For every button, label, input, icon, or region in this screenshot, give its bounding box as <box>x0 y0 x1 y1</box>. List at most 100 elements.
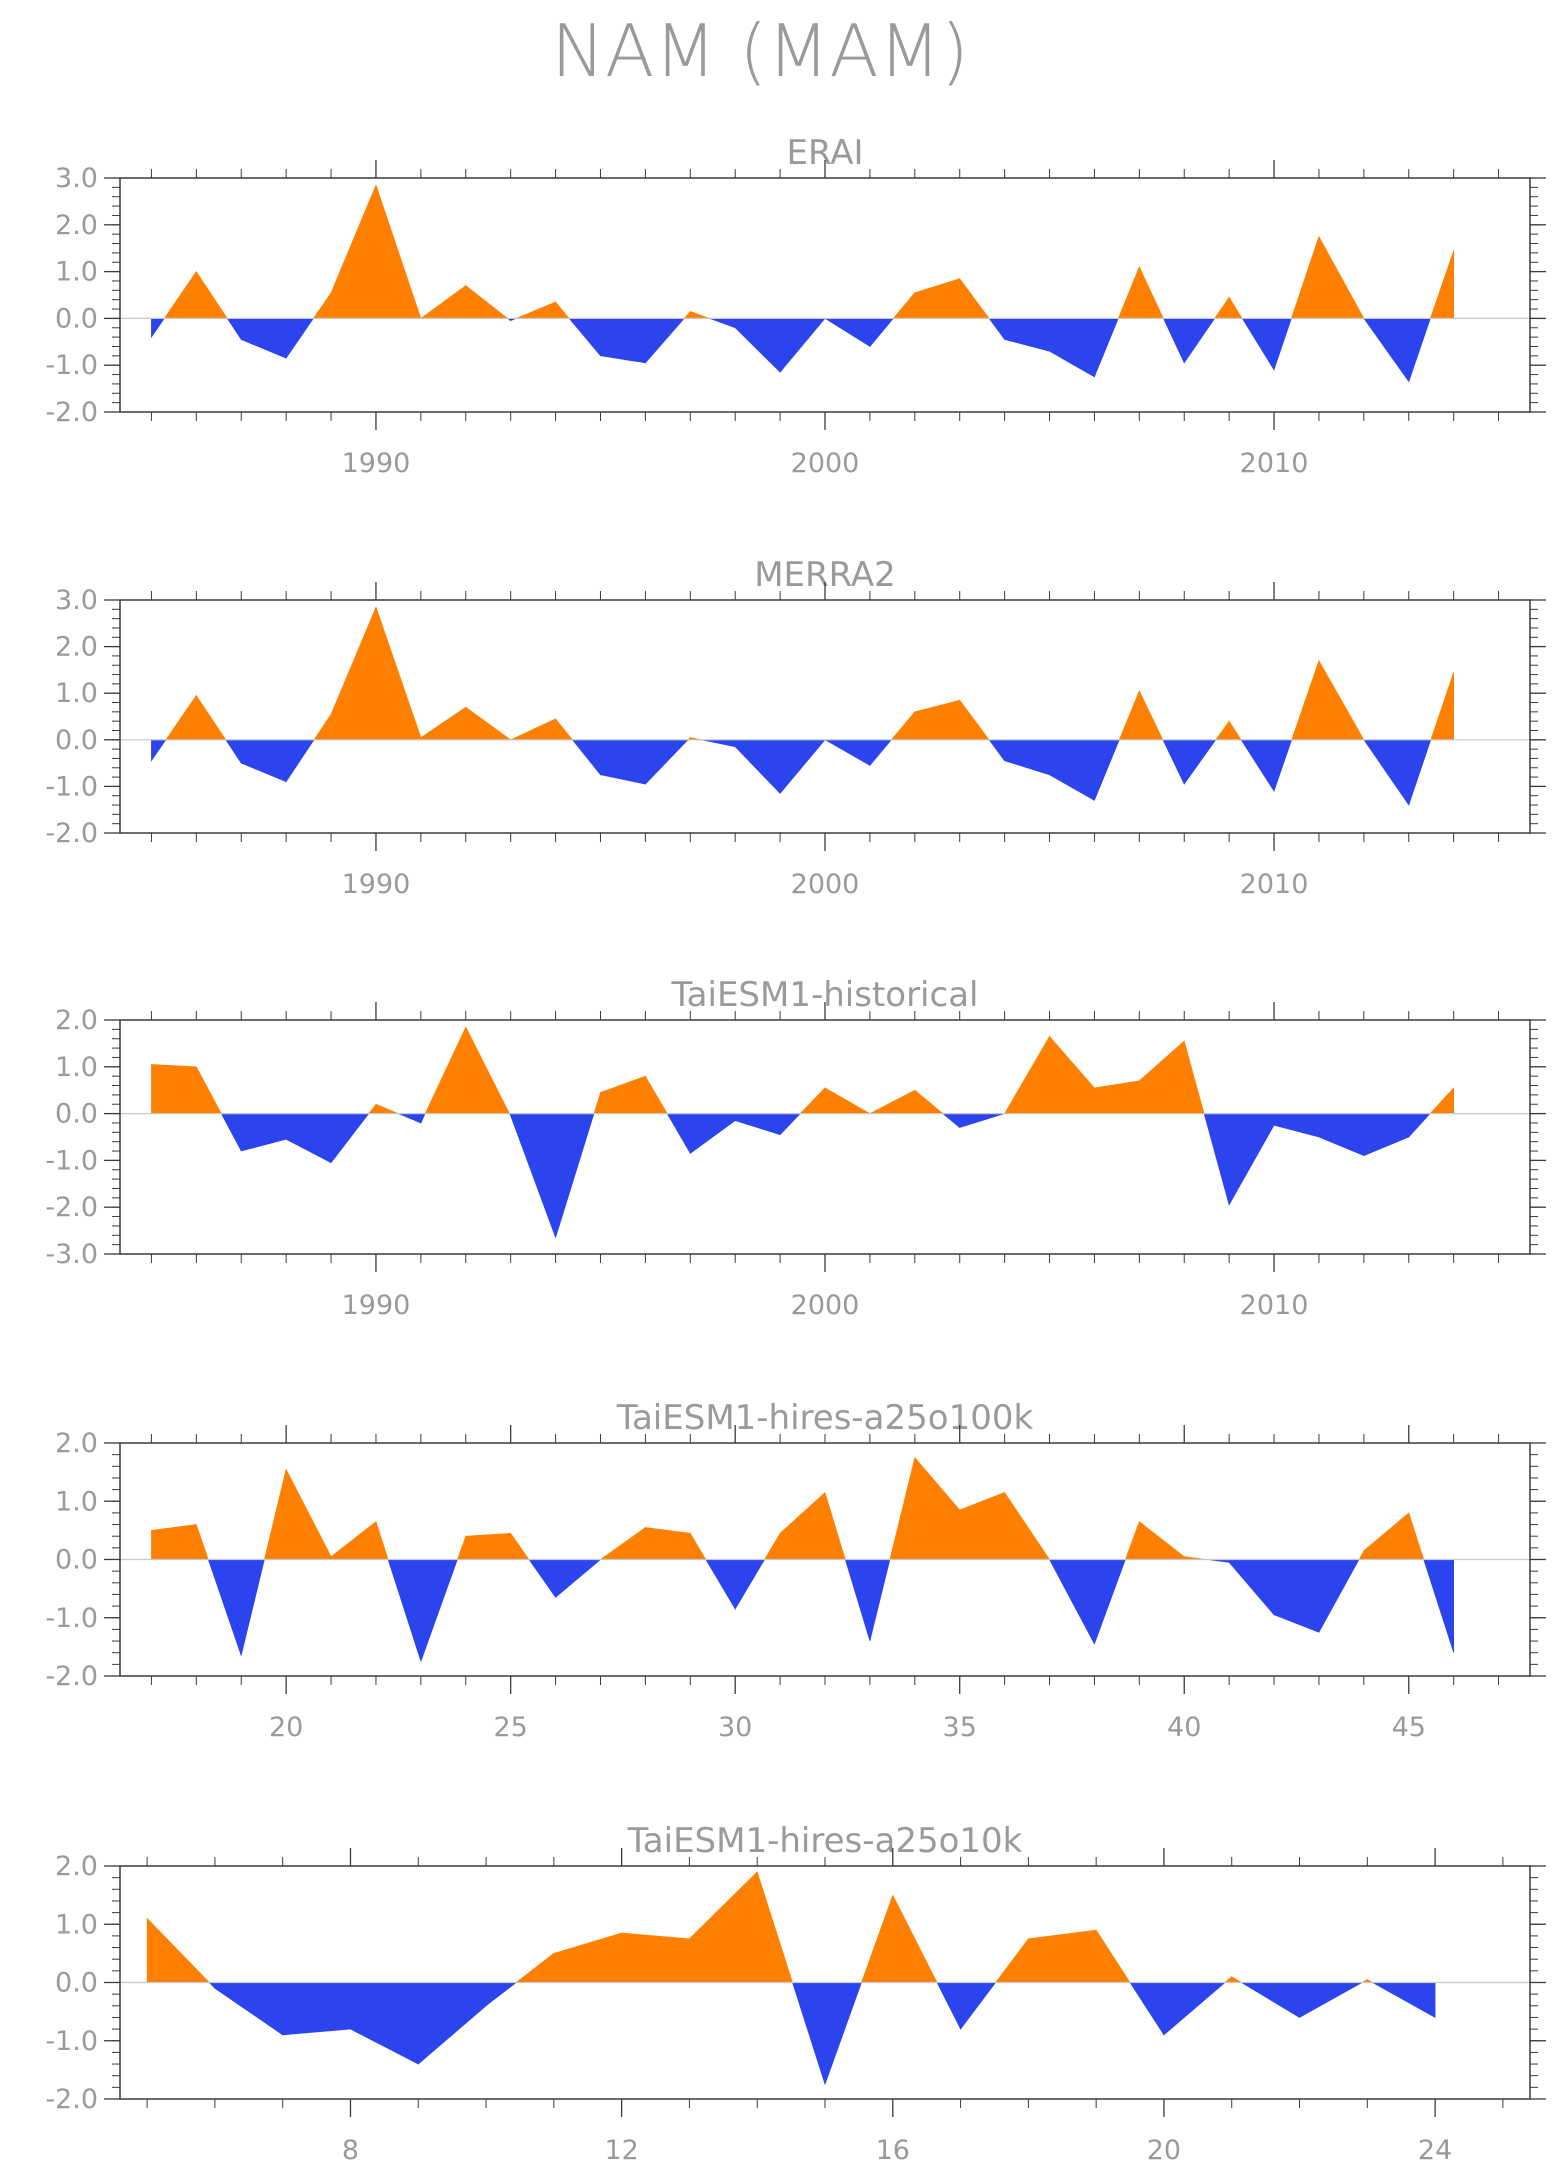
positive-area <box>1429 250 1454 319</box>
negative-area <box>207 1559 242 1656</box>
positive-area <box>419 285 467 319</box>
positive-area <box>1139 1040 1185 1114</box>
negative-area <box>734 318 781 373</box>
negative-area <box>869 1559 891 1642</box>
positive-area <box>163 270 197 319</box>
negative-area <box>823 318 871 348</box>
negative-area <box>285 739 315 783</box>
positive-area <box>196 1066 222 1114</box>
positive-area <box>621 1932 690 1983</box>
positive-area <box>779 1491 826 1560</box>
positive-area <box>1363 1512 1410 1560</box>
positive-area <box>1408 1512 1425 1560</box>
positive-area <box>424 1026 467 1114</box>
positive-area <box>1049 1035 1095 1114</box>
negative-area <box>779 318 826 374</box>
negative-area <box>220 1113 242 1152</box>
positive-area <box>510 718 556 741</box>
x-tick-label: 20 <box>1147 2135 1181 2166</box>
positive-area <box>330 1520 377 1560</box>
negative-area <box>824 1982 862 2085</box>
negative-area <box>959 1113 1005 1129</box>
negative-area <box>701 739 736 748</box>
positive-area <box>689 1532 707 1560</box>
positive-area <box>593 1092 601 1114</box>
negative-area <box>240 739 287 783</box>
positive-area <box>1124 1521 1140 1560</box>
positive-area <box>196 694 227 741</box>
positive-area <box>1215 720 1230 741</box>
negative-area <box>1273 1113 1320 1138</box>
negative-area <box>214 1982 284 2036</box>
positive-area <box>600 1075 646 1114</box>
positive-area <box>555 717 574 741</box>
positive-area <box>516 301 556 319</box>
positive-area <box>892 1894 938 1983</box>
positive-area <box>1231 1976 1243 1983</box>
negative-area <box>285 318 314 360</box>
negative-area <box>1408 739 1432 806</box>
positive-area <box>1290 236 1320 319</box>
y-tick-label: 2.0 <box>55 1851 98 1882</box>
positive-area <box>1004 1491 1051 1560</box>
y-tick-label: 2.0 <box>55 1005 98 1036</box>
x-tick-label: 1990 <box>342 448 411 479</box>
negative-area <box>350 1982 419 2065</box>
negative-area <box>1363 318 1410 383</box>
positive-area <box>1139 690 1164 741</box>
x-tick-label: 2000 <box>791 448 860 479</box>
positive-area <box>312 291 332 319</box>
x-tick-label: 25 <box>493 1712 527 1743</box>
negative-area <box>869 318 894 348</box>
positive-area <box>683 310 691 319</box>
panel-title: TaiESM1-hires-a25o100k <box>616 1398 1034 1438</box>
negative-area <box>240 1559 265 1656</box>
positive-area <box>1291 660 1320 741</box>
y-tick-label: 0.0 <box>55 725 98 756</box>
negative-area <box>1129 1982 1165 2036</box>
negative-area <box>226 318 242 341</box>
positive-area <box>465 284 509 319</box>
positive-area <box>1118 690 1140 741</box>
negative-area <box>1049 318 1095 378</box>
y-tick-label: 2.0 <box>55 210 98 241</box>
y-tick-label: -1.0 <box>45 1145 98 1176</box>
x-tick-label: 30 <box>718 1712 752 1743</box>
negative-area <box>282 1982 351 2036</box>
negative-area <box>555 1113 595 1238</box>
negative-area <box>1183 739 1217 786</box>
positive-area <box>146 1917 211 1983</box>
y-tick-label: 1.0 <box>55 257 98 288</box>
negative-area <box>823 739 871 766</box>
negative-area <box>330 1113 370 1164</box>
panel-title: TaiESM1-hires-a25o10k <box>627 1821 1023 1861</box>
negative-area <box>240 318 287 359</box>
negative-area <box>398 1113 422 1124</box>
positive-area <box>914 278 961 319</box>
positive-area <box>368 1103 377 1114</box>
negative-area <box>779 739 826 795</box>
negative-area <box>1094 739 1120 801</box>
y-tick-label: 0.0 <box>55 1968 98 1999</box>
negative-area <box>1371 1982 1436 2019</box>
positive-area <box>1429 1087 1454 1114</box>
y-tick-label: -2.0 <box>45 818 98 849</box>
x-tick-label: 24 <box>1418 2135 1452 2166</box>
positive-area <box>151 1064 197 1114</box>
negative-area <box>645 318 685 364</box>
negative-area <box>1203 1113 1230 1205</box>
positive-area <box>196 1524 209 1560</box>
negative-area <box>645 739 689 785</box>
negative-area <box>1299 1982 1364 2019</box>
positive-area <box>420 706 467 741</box>
negative-area <box>1363 739 1410 806</box>
positive-area <box>285 1469 332 1560</box>
y-tick-label: 1.0 <box>55 678 98 709</box>
x-tick-label: 1990 <box>342 869 411 900</box>
positive-area <box>1139 1520 1185 1560</box>
positive-area <box>313 713 332 741</box>
negative-area <box>1162 739 1185 785</box>
positive-area <box>1214 296 1230 319</box>
positive-area <box>1004 1035 1050 1114</box>
